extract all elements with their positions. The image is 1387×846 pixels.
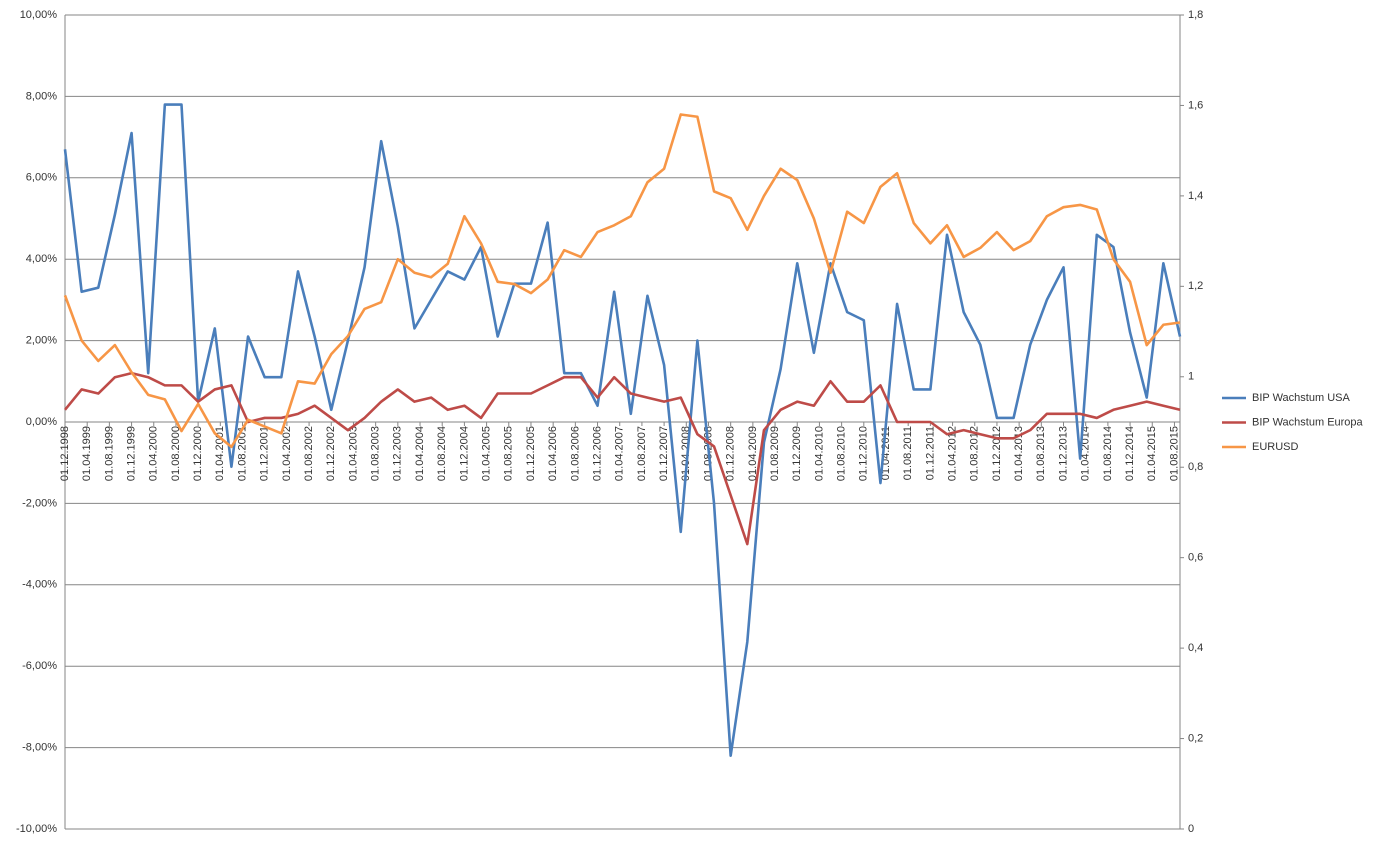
y2-tick-label: 1,4 xyxy=(1188,190,1203,202)
x-tick-label: 01.08.2009 xyxy=(769,426,781,481)
y-tick-label: -4,00% xyxy=(22,579,57,591)
x-tick-label: 01.12.2010 xyxy=(858,426,870,481)
x-tick-label: 01.04.2012 xyxy=(946,426,958,481)
series-line xyxy=(63,103,1182,758)
x-tick-label: 01.08.2002 xyxy=(303,426,315,481)
y-tick-label: 10,00% xyxy=(20,9,58,21)
x-tick-label: 01.04.2010 xyxy=(813,426,825,481)
y2-tick-label: 0,8 xyxy=(1188,461,1203,473)
y-tick-label: 0,00% xyxy=(26,416,57,428)
x-tick-label: 01.12.1999 xyxy=(125,426,137,481)
x-tick-label: 01.04.1999 xyxy=(81,426,93,481)
x-tick-label: 01.04.2015 xyxy=(1146,426,1158,481)
x-tick-label: 01.08.2003 xyxy=(370,426,382,481)
x-tick-label: 01.12.2012 xyxy=(991,426,1003,481)
x-tick-label: 01.08.2011 xyxy=(902,426,914,480)
x-tick-label: 01.04.2005 xyxy=(480,426,492,481)
x-tick-label: 01.12.2013 xyxy=(1057,426,1069,481)
x-tick-label: 01.12.2008 xyxy=(725,426,737,481)
x-tick-label: 01.08.2015 xyxy=(1168,426,1180,481)
legend-label: BIP Wachstum Europa xyxy=(1252,416,1364,428)
x-tick-label: 01.08.2012 xyxy=(969,426,981,481)
y-tick-label: -8,00% xyxy=(22,742,57,754)
y2-tick-label: 1,8 xyxy=(1188,9,1203,21)
y-tick-label: -10,00% xyxy=(16,823,57,835)
x-tick-label: 01.12.1998 xyxy=(59,426,71,481)
x-tick-label: 01.12.2003 xyxy=(392,426,404,481)
x-tick-label: 01.12.2000 xyxy=(192,426,204,481)
y-tick-label: -6,00% xyxy=(22,660,57,672)
x-tick-label: 01.12.2009 xyxy=(791,426,803,481)
x-tick-label: 01.12.2004 xyxy=(458,426,470,481)
x-tick-label: 01.08.2010 xyxy=(836,426,848,481)
x-tick-label: 01.12.2011 xyxy=(924,426,936,480)
x-tick-label: 01.12.2005 xyxy=(525,426,537,481)
x-tick-label: 01.04.2000 xyxy=(148,426,160,481)
x-tick-label: 01.08.2007 xyxy=(636,426,648,481)
y2-tick-label: 1,2 xyxy=(1188,280,1203,292)
x-tick-label: 01.08.2014 xyxy=(1102,426,1114,481)
x-tick-label: 01.04.2006 xyxy=(547,426,559,481)
y2-tick-label: 0 xyxy=(1188,823,1194,835)
x-tick-label: 01.12.2006 xyxy=(591,426,603,481)
x-tick-label: 01.04.2013 xyxy=(1013,426,1025,481)
y-tick-label: 2,00% xyxy=(26,335,57,347)
series-line xyxy=(63,113,1181,449)
x-tick-label: 01.08.2001 xyxy=(236,426,248,481)
x-tick-label: 01.04.2003 xyxy=(347,426,359,481)
x-tick-label: 01.08.2013 xyxy=(1035,426,1047,481)
x-tick-label: 01.12.2001 xyxy=(259,426,271,481)
y2-tick-label: 1 xyxy=(1188,371,1194,383)
y-tick-label: 8,00% xyxy=(26,90,57,102)
y2-tick-label: 1,6 xyxy=(1188,99,1203,111)
y-tick-label: -2,00% xyxy=(22,497,57,509)
y2-tick-label: 0,4 xyxy=(1188,642,1203,654)
x-tick-label: 01.04.2007 xyxy=(614,426,626,481)
x-tick-label: 01.12.2002 xyxy=(325,426,337,481)
y2-tick-label: 0,2 xyxy=(1188,732,1203,744)
x-tick-label: 01.08.2005 xyxy=(503,426,515,481)
x-tick-label: 01.04.2004 xyxy=(414,426,426,481)
x-tick-label: 01.12.2014 xyxy=(1124,426,1136,481)
y-tick-label: 4,00% xyxy=(26,253,57,265)
legend-label: BIP Wachstum USA xyxy=(1252,392,1350,404)
x-tick-label: 01.04.2002 xyxy=(281,426,293,481)
x-tick-label: 01.08.2000 xyxy=(170,426,182,481)
legend-label: EURUSD xyxy=(1252,441,1299,453)
x-tick-label: 01.08.1999 xyxy=(103,426,115,481)
x-tick-label: 01.08.2004 xyxy=(436,426,448,481)
x-tick-label: 01.08.2006 xyxy=(569,426,581,481)
x-tick-label: 01.04.2009 xyxy=(747,426,759,481)
y2-tick-label: 0,6 xyxy=(1188,552,1203,564)
y-tick-label: 6,00% xyxy=(26,172,57,184)
x-tick-label: 01.12.2007 xyxy=(658,426,670,481)
